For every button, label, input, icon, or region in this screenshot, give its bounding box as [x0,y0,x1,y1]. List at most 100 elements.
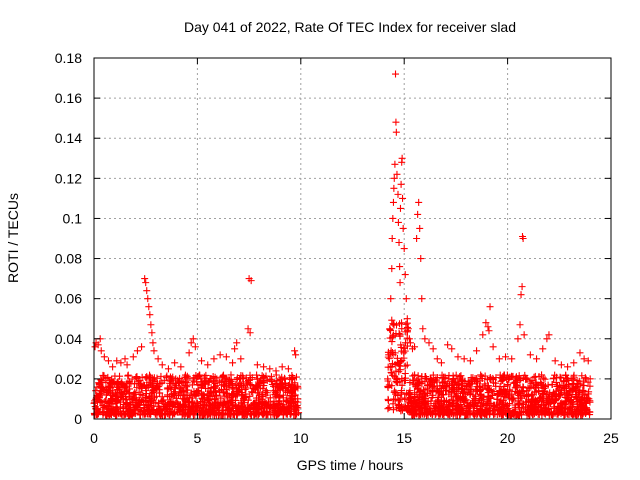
data-point [138,373,146,381]
data-point [526,351,534,359]
data-point [536,394,544,402]
data-point [113,388,121,396]
data-point [415,411,423,419]
data-point [279,382,287,390]
data-point [477,371,485,379]
data-point [541,382,549,390]
data-point [389,320,397,328]
data-point [191,390,199,398]
data-point [164,365,172,373]
data-point [142,279,150,287]
data-point [384,363,392,371]
data-point [98,377,106,385]
y-tick-label: 0 [74,411,82,427]
data-point [164,400,172,408]
data-point [103,402,111,410]
data-point [456,410,464,418]
data-point [270,401,278,409]
data-point [385,404,393,412]
data-point [269,406,277,414]
data-point [410,377,418,385]
data-point [199,380,207,388]
data-point [506,373,514,381]
data-point [458,385,466,393]
data-point [222,407,230,415]
data-point [207,374,215,382]
data-point [431,400,439,408]
data-point [456,394,464,402]
data-point [508,355,516,363]
y-tick-label: 0.06 [55,291,82,307]
data-point [453,405,461,413]
data-point [391,373,399,381]
data-point [388,362,396,370]
data-point [193,378,201,386]
data-point [389,214,397,222]
y-tick-label: 0.16 [55,90,82,106]
data-point [486,386,494,394]
data-point [189,335,197,343]
y-tick-label: 0.18 [55,50,82,66]
data-point [176,385,184,393]
data-point [392,128,400,136]
data-point [561,410,569,418]
y-tick-labels: 0 0.02 0.04 0.06 0.08 0.1 0.12 0.14 0.16 0.18 [55,50,82,427]
data-point [133,401,141,409]
data-point [522,375,530,383]
data-point [425,405,433,413]
data-point [106,399,114,407]
data-point [486,303,494,311]
data-point [535,395,543,403]
data-point [393,170,401,178]
data-point [197,398,205,406]
data-point [428,376,436,384]
data-point [414,210,422,218]
data-point [129,396,137,404]
data-point [134,378,142,386]
data-point [397,180,405,188]
data-point [393,354,401,362]
data-point [465,405,473,413]
data-point [445,375,453,383]
data-point [527,391,535,399]
data-point [459,381,467,389]
data-point [520,331,528,339]
data-point [481,380,489,388]
data-point [411,343,419,351]
data-point [275,383,283,391]
data-point [425,339,433,347]
data-point [583,406,591,414]
data-point [159,411,167,419]
data-point [392,330,400,338]
data-point [393,404,401,412]
data-point [184,398,192,406]
data-point [434,387,442,395]
data-point [440,406,448,414]
data-point [400,245,408,253]
data-point [532,384,540,392]
data-point [469,397,477,405]
data-point [385,355,393,363]
x-axis-label: GPS time / hours [297,457,404,473]
data-point [404,325,412,333]
data-point [168,375,176,383]
data-point [389,198,397,206]
data-point [493,395,501,403]
data-point [490,402,498,410]
data-point [442,386,450,394]
data-point [426,380,434,388]
x-tick-label: 10 [293,430,309,446]
data-point [91,411,99,419]
data-point [248,382,256,390]
data-point [284,365,292,373]
data-point [519,383,527,391]
data-point [181,402,189,410]
data-point [512,374,520,382]
data-point [287,396,295,404]
x-tick-label: 5 [194,430,202,446]
data-point [516,321,524,329]
data-point [152,384,160,392]
data-point [419,325,427,333]
data-point [279,391,287,399]
data-point [219,389,227,397]
